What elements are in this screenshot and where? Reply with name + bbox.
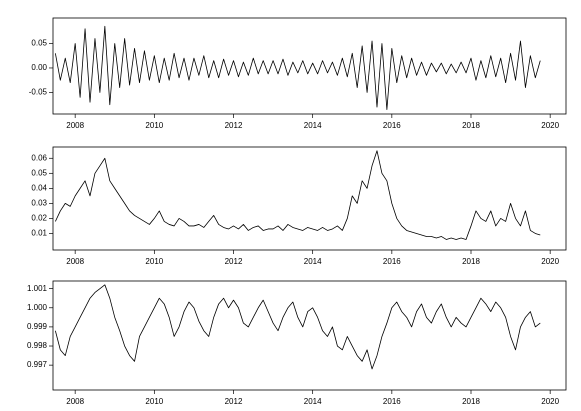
x-tick-label: 2010 — [145, 397, 163, 406]
x-tick-label: 2014 — [304, 257, 322, 266]
x-tick-label: 2014 — [304, 121, 322, 130]
y-tick-label: 1.000 — [27, 303, 48, 312]
x-tick-label: 2012 — [225, 121, 243, 130]
y-tick-label: 0.03 — [31, 198, 47, 207]
y-tick-label: 0.998 — [27, 341, 48, 350]
plot-frame — [52, 146, 567, 251]
y-tick-label: 0.04 — [31, 183, 47, 192]
x-tick-label: 2010 — [145, 121, 163, 130]
x-tick-label: 2020 — [541, 397, 559, 406]
y-tick-label: 0.06 — [31, 153, 47, 162]
series-line — [54, 25, 541, 110]
x-tick-label: 2010 — [145, 257, 163, 266]
x-tick-label: 2014 — [304, 397, 322, 406]
y-tick-label: -0.05 — [29, 88, 48, 97]
y-tick-label: 0.05 — [31, 168, 47, 177]
series-line — [54, 284, 541, 370]
y-tick-label: 0.00 — [31, 63, 47, 72]
plot-frame — [52, 17, 567, 115]
x-tick-label: 2016 — [383, 257, 401, 266]
x-tick-label: 2020 — [541, 121, 559, 130]
x-tick-label: 2018 — [462, 121, 480, 130]
x-tick-label: 2018 — [462, 257, 480, 266]
x-tick-label: 2008 — [66, 397, 84, 406]
x-tick-label: 2008 — [66, 121, 84, 130]
y-tick-label: 1.001 — [27, 284, 48, 293]
y-tick-label: 0.999 — [27, 322, 48, 331]
y-tick-label: 0.997 — [27, 360, 48, 369]
series-line — [55, 150, 541, 240]
x-tick-label: 2008 — [66, 257, 84, 266]
y-tick-label: 0.01 — [31, 229, 47, 238]
x-tick-label: 2016 — [383, 121, 401, 130]
x-tick-label: 2012 — [225, 397, 243, 406]
y-tick-label: 0.05 — [31, 39, 47, 48]
x-tick-label: 2020 — [541, 257, 559, 266]
plot-frame — [52, 280, 567, 391]
x-tick-label: 2012 — [225, 257, 243, 266]
y-tick-label: 0.02 — [31, 214, 47, 223]
x-tick-label: 2016 — [383, 397, 401, 406]
x-tick-label: 2018 — [462, 397, 480, 406]
